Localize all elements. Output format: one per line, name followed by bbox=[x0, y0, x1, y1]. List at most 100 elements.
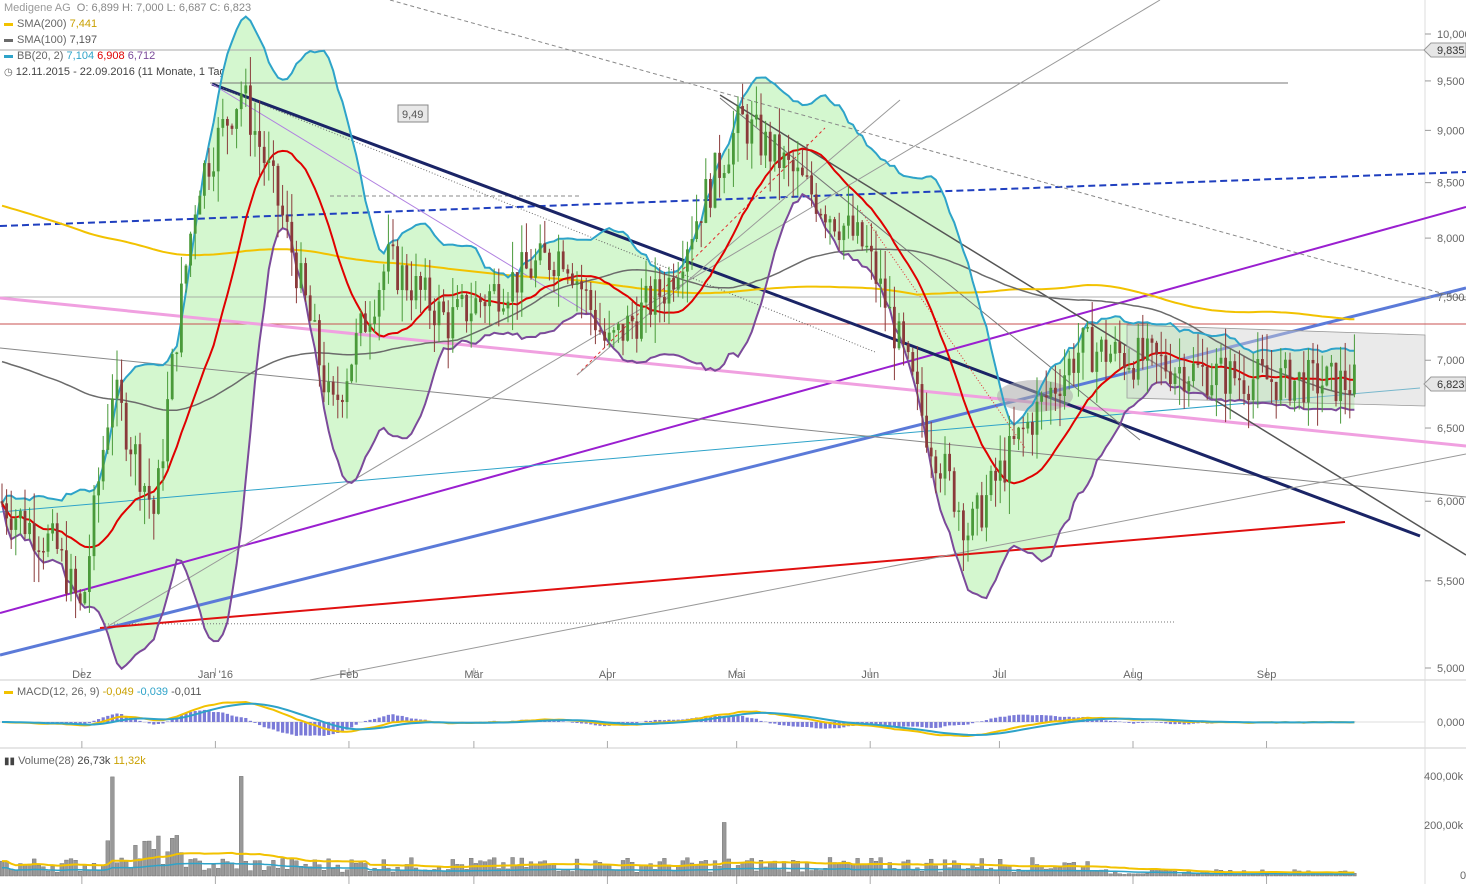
candle-body bbox=[773, 134, 777, 162]
macd-hist-bar bbox=[1003, 716, 1007, 722]
candle-body bbox=[88, 556, 91, 593]
candle-body bbox=[1090, 327, 1094, 372]
volume-bar bbox=[1025, 871, 1030, 877]
candle-body bbox=[713, 152, 717, 208]
macd-hist-bar bbox=[382, 716, 386, 722]
candle-body bbox=[1348, 390, 1352, 395]
macd-v2: -0,039 bbox=[136, 686, 169, 698]
candle-body bbox=[400, 265, 404, 291]
macd-signal-line bbox=[2, 702, 1355, 736]
macd-hist-bar bbox=[377, 717, 381, 722]
candle-body bbox=[860, 222, 864, 247]
candle-body bbox=[1040, 395, 1043, 402]
candle-body bbox=[722, 173, 726, 178]
candle-body bbox=[175, 352, 179, 355]
macd-hist-bar bbox=[644, 720, 648, 722]
macd-hist-bar bbox=[998, 716, 1002, 722]
macd-hist-bar bbox=[810, 722, 814, 728]
candle-body bbox=[1265, 365, 1269, 380]
candle-body bbox=[469, 313, 473, 322]
macd-hist-bar bbox=[216, 712, 220, 722]
volume-ma-line bbox=[2, 851, 1355, 874]
candle-body bbox=[870, 245, 873, 252]
trendline-dark-gray bbox=[719, 94, 1466, 556]
price-tick-label: 9,000 bbox=[1437, 125, 1465, 137]
volume-bar bbox=[262, 870, 267, 877]
macd-hist-bar bbox=[345, 722, 349, 730]
candle-body bbox=[893, 306, 896, 349]
candle-body bbox=[1173, 373, 1177, 384]
candle-body bbox=[428, 277, 432, 311]
volume-bar bbox=[570, 871, 575, 877]
volume-bar bbox=[593, 860, 598, 877]
candle-body bbox=[1343, 370, 1347, 391]
candle-body bbox=[111, 398, 114, 428]
macd-hist-bar bbox=[1168, 722, 1172, 725]
candle-body bbox=[584, 289, 588, 291]
candle-body bbox=[796, 167, 800, 172]
macd-hist-bar bbox=[745, 717, 749, 722]
candle-body bbox=[115, 379, 119, 399]
trendline-blue-dashed bbox=[0, 171, 1466, 227]
candle-body bbox=[1270, 379, 1273, 382]
candle-body bbox=[626, 315, 629, 341]
candle-body bbox=[1288, 359, 1292, 401]
macd-hist-bar bbox=[635, 722, 639, 724]
candle-body bbox=[368, 324, 372, 332]
volume-bar bbox=[1067, 862, 1072, 877]
price-tick-label: 5,000 bbox=[1437, 663, 1465, 675]
macd-hist-bar bbox=[902, 722, 906, 727]
macd-hist-bar bbox=[722, 716, 726, 722]
volume-bar bbox=[128, 867, 133, 877]
volume-bar bbox=[556, 870, 561, 877]
volume-bar bbox=[611, 870, 616, 877]
macd-hist-bar bbox=[225, 713, 229, 722]
volume-bar bbox=[938, 871, 943, 877]
volume-bar bbox=[271, 860, 276, 877]
candle-body bbox=[1311, 359, 1315, 364]
macd-hist-bar bbox=[147, 722, 151, 724]
macd-hist-bar bbox=[1035, 715, 1039, 722]
volume-bar bbox=[381, 859, 386, 877]
price-tick-label: 7,500 bbox=[1437, 292, 1465, 304]
candle-body bbox=[83, 592, 87, 604]
macd-hist-bar bbox=[920, 722, 924, 728]
candle-body bbox=[607, 332, 611, 341]
candle-body bbox=[1201, 365, 1204, 367]
candle-body bbox=[5, 503, 8, 519]
candle-body bbox=[138, 444, 142, 492]
trendline-lightblue bbox=[0, 286, 1466, 657]
candle-body bbox=[497, 284, 501, 312]
candle-body bbox=[308, 295, 312, 321]
candle-body bbox=[239, 93, 243, 110]
volume-bar bbox=[303, 863, 308, 877]
macd-hist-bar bbox=[97, 719, 101, 722]
volume-bar bbox=[814, 868, 819, 877]
candle-body bbox=[732, 133, 735, 165]
macd-hist-bar bbox=[92, 720, 96, 722]
candle-body bbox=[929, 447, 933, 457]
candle-body bbox=[313, 320, 317, 322]
candle-body bbox=[442, 301, 445, 313]
candle-body bbox=[1058, 393, 1062, 396]
candle-body bbox=[322, 365, 326, 393]
volume-bar bbox=[662, 858, 667, 877]
volume-bar bbox=[717, 865, 722, 877]
volume-bar bbox=[1044, 868, 1049, 877]
macd-hist-bar bbox=[768, 722, 772, 724]
ohlc-values: O: 6,899 H: 7,000 L: 6,687 C: 6,823 bbox=[76, 2, 252, 14]
volume-bar bbox=[335, 864, 340, 877]
candle-body bbox=[686, 249, 689, 272]
candle-body bbox=[925, 415, 928, 448]
volume-bar bbox=[386, 867, 391, 877]
candle-body bbox=[957, 510, 961, 512]
candle-body bbox=[1187, 381, 1191, 392]
volume-bar bbox=[395, 866, 400, 877]
candle-body bbox=[55, 523, 59, 549]
volume-bar bbox=[763, 866, 768, 877]
candle-body bbox=[511, 272, 514, 302]
price-tick-label: 8,000 bbox=[1437, 233, 1465, 245]
macd-hist-bar bbox=[584, 722, 588, 724]
candle-body bbox=[1146, 338, 1149, 361]
candle-body bbox=[1330, 362, 1333, 367]
